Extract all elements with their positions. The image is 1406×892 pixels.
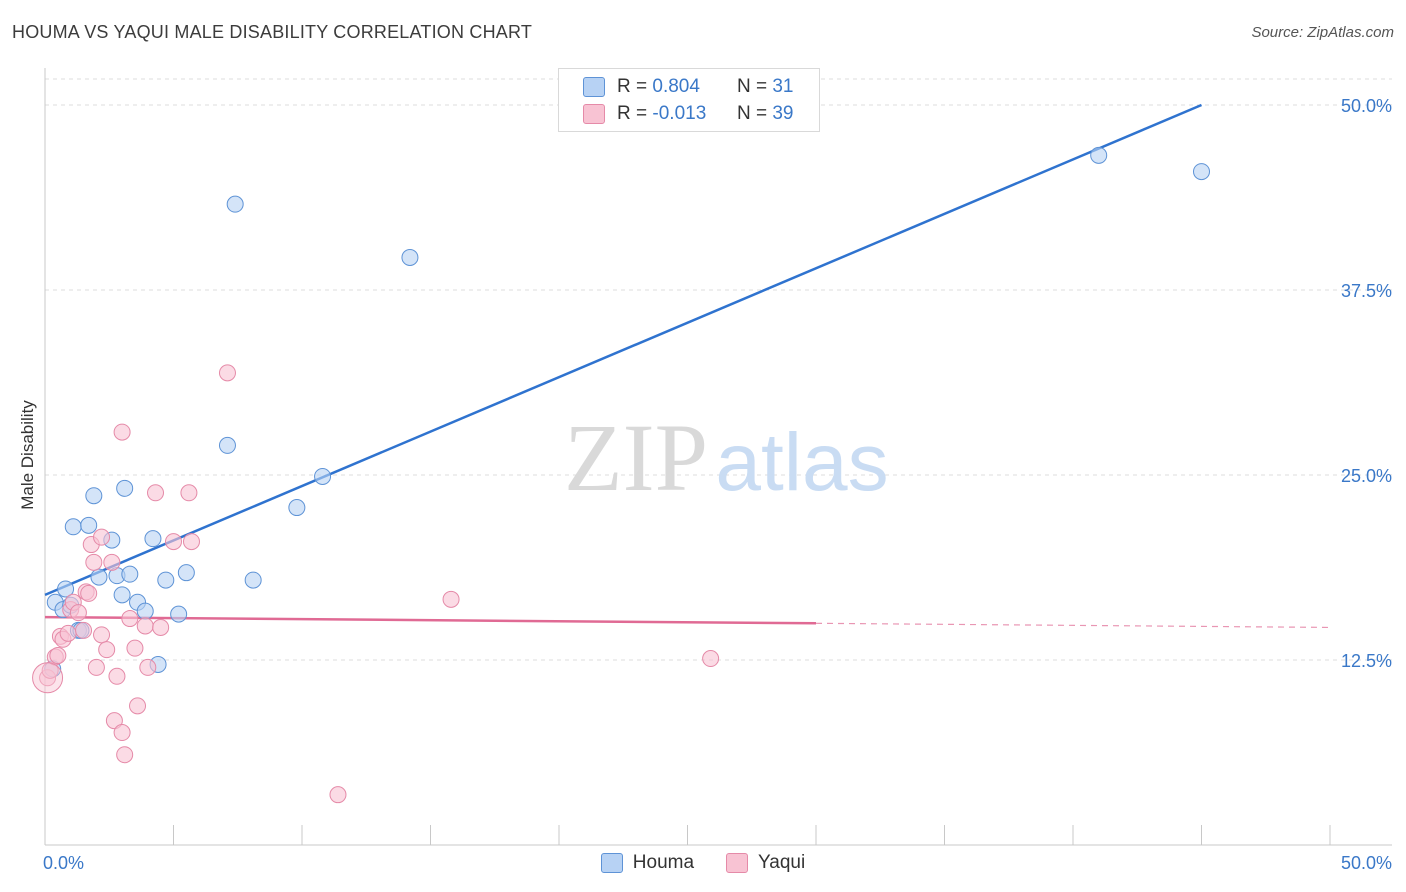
- chart-title: HOUMA VS YAQUI MALE DISABILITY CORRELATI…: [12, 22, 533, 42]
- legend-n-value: 39: [772, 103, 794, 124]
- houma-point: [218, 436, 236, 454]
- y-tick-label: 12.5%: [1341, 651, 1392, 671]
- houma-point: [85, 487, 103, 505]
- source-credit: Source: ZipAtlas.com: [1251, 24, 1394, 41]
- houma-point: [1090, 146, 1108, 164]
- yaqui-point: [139, 658, 157, 676]
- legend-item-label: Houma: [632, 852, 695, 873]
- yaqui-point: [182, 533, 200, 551]
- yaqui-point: [147, 484, 165, 502]
- legend-item-houma: Houma: [600, 852, 695, 874]
- legend-n-label: N =: [736, 103, 768, 124]
- yaqui-point: [93, 626, 111, 644]
- houma-point: [177, 564, 195, 582]
- legend-r-label: R =: [617, 103, 648, 124]
- watermark-zip: ZIP: [564, 404, 708, 511]
- legend-r-value: 0.804: [652, 76, 700, 97]
- yaqui-point: [121, 610, 139, 628]
- houma-point: [121, 565, 139, 583]
- houma-swatch: [583, 77, 605, 97]
- yaqui-point: [218, 364, 236, 382]
- legend-r-value: -0.013: [652, 103, 707, 124]
- x-tick-label: 50.0%: [1341, 853, 1392, 873]
- y-tick-label: 37.5%: [1341, 281, 1392, 301]
- yaqui-trend-extension: [815, 622, 1331, 629]
- gridlines: [45, 78, 1392, 661]
- houma-point: [80, 516, 98, 534]
- houma-point: [401, 248, 419, 266]
- axes: [44, 68, 1392, 846]
- yaqui-point: [152, 618, 170, 636]
- yaqui-point: [126, 639, 144, 657]
- yaqui-point: [87, 658, 105, 676]
- legend-r-label: R =: [617, 76, 648, 97]
- yaqui-point: [49, 647, 67, 665]
- houma-point: [1193, 163, 1210, 181]
- yaqui-point: [329, 786, 347, 804]
- yaqui-point: [59, 624, 77, 642]
- x-tick-label: 0.0%: [43, 853, 84, 873]
- houma-point: [244, 571, 262, 589]
- legend-n-label: N =: [736, 76, 768, 97]
- yaqui-point: [702, 650, 720, 668]
- yaqui-point: [69, 604, 87, 622]
- y-tick-label: 25.0%: [1341, 466, 1392, 486]
- legend-item-label: Yaqui: [758, 852, 806, 873]
- houma-point: [113, 586, 131, 604]
- yaqui-point: [442, 590, 460, 608]
- yaqui-point: [105, 712, 123, 730]
- houma-point: [288, 499, 306, 517]
- houma-point: [64, 518, 82, 536]
- watermark: ZIP atlas: [564, 404, 889, 511]
- yaqui-swatch: [726, 853, 749, 873]
- yaqui-point: [75, 621, 93, 639]
- yaqui-point: [129, 697, 147, 715]
- yaqui-point: [108, 667, 126, 685]
- yaqui-point: [165, 533, 182, 551]
- tick-labels: 12.5% 25.0% 37.5% 50.0% 0.0% 50.0%: [43, 96, 1392, 873]
- yaqui-point: [180, 484, 198, 502]
- legend-n-value: 31: [772, 76, 794, 97]
- houma-swatch: [600, 853, 623, 873]
- legend-row-yaqui: R = -0.013 N = 39: [583, 102, 793, 126]
- trend-lines: [44, 103, 1331, 629]
- houma-point: [136, 602, 154, 620]
- series-legend: Houma Yaqui: [0, 852, 1406, 874]
- legend-item-yaqui: Yaqui: [726, 852, 805, 874]
- houma-point: [57, 580, 75, 598]
- yaqui-point: [93, 528, 111, 546]
- legend-row-houma: R = 0.804 N = 31: [583, 75, 793, 99]
- houma-point: [144, 530, 162, 548]
- y-tick-label: 50.0%: [1341, 96, 1392, 116]
- yaqui-point: [98, 641, 116, 659]
- yaqui-swatch: [583, 104, 605, 124]
- houma-point: [314, 467, 332, 485]
- yaqui-point: [113, 724, 131, 742]
- watermark-atlas: atlas: [715, 417, 888, 508]
- yaqui-cluster-point: [32, 662, 64, 694]
- yaqui-point: [136, 617, 154, 635]
- houma-point: [90, 568, 108, 586]
- houma-point: [226, 195, 244, 213]
- yaqui-point: [80, 584, 98, 602]
- yaqui-point: [85, 553, 103, 571]
- yaqui-point: [113, 423, 131, 441]
- data-points: [32, 146, 1210, 804]
- yaqui-point: [103, 553, 121, 571]
- yaqui-point: [116, 746, 134, 764]
- houma-point: [157, 571, 175, 589]
- stats-legend: R = 0.804 N = 31 R = -0.013 N = 39: [558, 68, 820, 132]
- houma-trend-line: [44, 103, 1202, 597]
- houma-point: [170, 605, 188, 623]
- houma-point: [116, 479, 134, 497]
